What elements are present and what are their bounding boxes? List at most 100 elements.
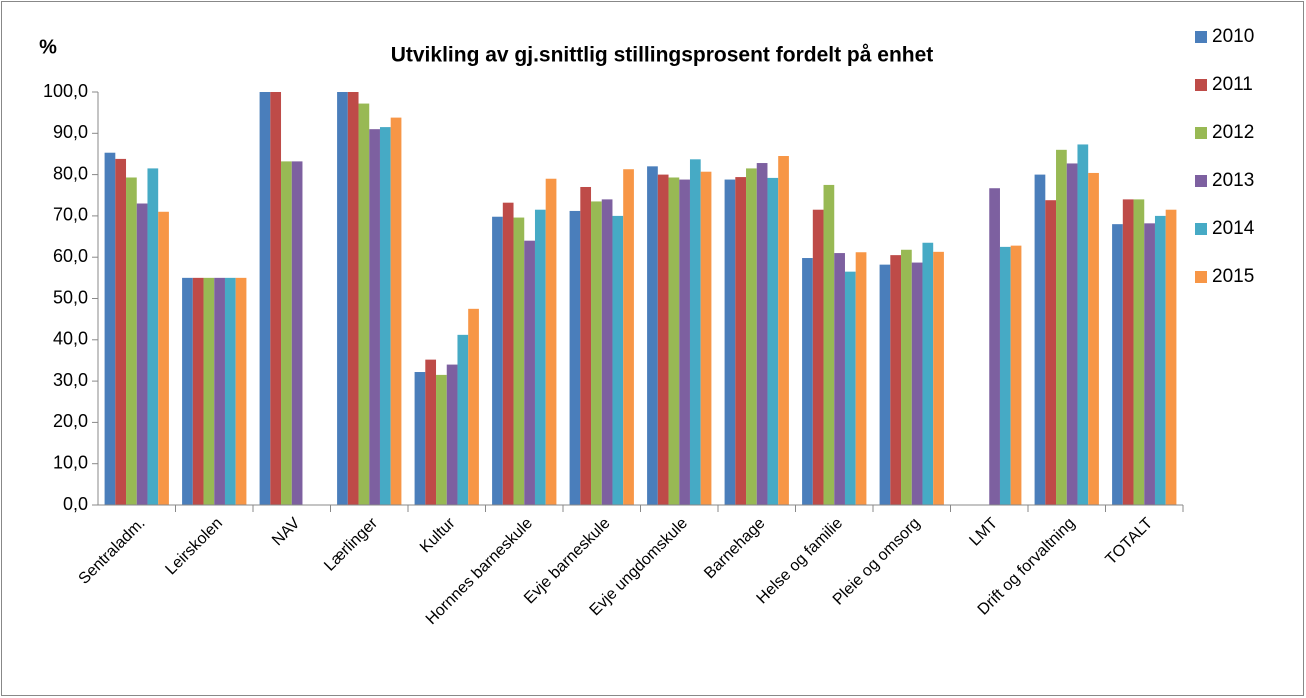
y-tick-label: 40,0	[53, 329, 88, 349]
bar	[1165, 209, 1177, 505]
y-tick-label: 100,0	[43, 81, 88, 101]
bar	[679, 179, 690, 505]
bar	[281, 161, 292, 505]
bar	[802, 258, 813, 505]
bar	[668, 177, 680, 505]
bar	[1144, 223, 1155, 506]
legend-label: 2015	[1212, 266, 1254, 287]
bar	[235, 277, 247, 505]
bar	[989, 188, 1000, 505]
bar	[158, 211, 169, 505]
legend-swatch	[1195, 31, 1207, 43]
legend-swatch	[1195, 127, 1207, 139]
y-tick-label: 30,0	[53, 370, 88, 390]
bar	[115, 158, 127, 505]
bar	[1154, 215, 1166, 505]
bar	[1034, 174, 1046, 505]
legend-swatch	[1195, 79, 1207, 91]
bar	[933, 251, 944, 505]
bar	[203, 277, 215, 505]
bar	[1066, 163, 1078, 505]
bar	[647, 166, 658, 505]
bar	[922, 242, 934, 505]
legend-label: 2011	[1212, 74, 1253, 95]
bar	[767, 177, 779, 506]
bar	[425, 359, 437, 505]
bar	[369, 129, 380, 506]
bar	[259, 92, 271, 505]
bar	[379, 127, 391, 505]
bar	[879, 264, 891, 505]
bar	[735, 177, 747, 505]
bar	[1122, 199, 1134, 505]
bar	[414, 372, 426, 505]
bar	[657, 174, 669, 505]
bar	[513, 217, 525, 505]
bar	[136, 203, 148, 505]
bar	[182, 277, 193, 505]
bar	[689, 159, 701, 505]
bar	[1077, 144, 1089, 506]
legend-label: 2013	[1212, 170, 1254, 191]
bar	[358, 103, 370, 506]
y-tick-label: 80,0	[53, 163, 88, 183]
bar	[224, 277, 236, 505]
bar	[436, 374, 447, 505]
legend-label: 2014	[1212, 218, 1255, 239]
bar	[834, 253, 845, 505]
bar	[700, 171, 712, 506]
bar	[999, 246, 1011, 505]
bar	[901, 249, 912, 505]
bar	[823, 184, 835, 506]
bar	[855, 252, 867, 505]
bar	[126, 177, 137, 505]
bar	[390, 117, 402, 505]
bar	[214, 277, 225, 505]
bar	[270, 92, 282, 505]
bar	[104, 152, 116, 505]
y-tick-label: 0,0	[63, 494, 88, 514]
bar	[337, 92, 348, 505]
chart-title: Utvikling av gj.snittlig stillingsprosen…	[391, 44, 934, 67]
bar	[446, 364, 458, 505]
bar	[502, 202, 514, 505]
legend-swatch	[1195, 175, 1207, 187]
bar	[1045, 200, 1057, 505]
bar	[612, 215, 624, 505]
bar	[457, 334, 469, 505]
bar	[746, 168, 757, 505]
y-tick-label: 50,0	[53, 287, 88, 307]
legend-label: 2012	[1212, 122, 1254, 143]
bar	[1088, 172, 1099, 505]
bar	[468, 308, 479, 505]
bar	[347, 92, 359, 505]
bar	[601, 199, 613, 505]
bar	[192, 277, 204, 505]
y-axis-label: %	[39, 36, 57, 58]
y-tick-label: 20,0	[53, 411, 88, 431]
bar	[580, 186, 592, 506]
y-tick-label: 90,0	[53, 122, 88, 142]
bar	[623, 169, 634, 505]
bar	[545, 178, 557, 506]
bar	[1112, 224, 1123, 505]
bar	[147, 168, 159, 505]
bar	[778, 156, 789, 505]
bar	[724, 179, 736, 505]
legend-swatch	[1195, 271, 1207, 283]
legend-swatch	[1195, 223, 1207, 235]
bar	[492, 216, 503, 505]
y-tick-label: 60,0	[53, 246, 88, 266]
bar	[534, 209, 546, 505]
y-tick-label: 10,0	[53, 452, 88, 472]
bar	[524, 240, 535, 505]
bar	[1010, 245, 1022, 506]
y-tick-label: 70,0	[53, 205, 88, 225]
bar	[291, 161, 303, 505]
bar	[1056, 149, 1067, 505]
bar	[756, 163, 768, 505]
bar	[844, 271, 856, 505]
bar	[911, 262, 923, 505]
bar	[569, 210, 581, 505]
